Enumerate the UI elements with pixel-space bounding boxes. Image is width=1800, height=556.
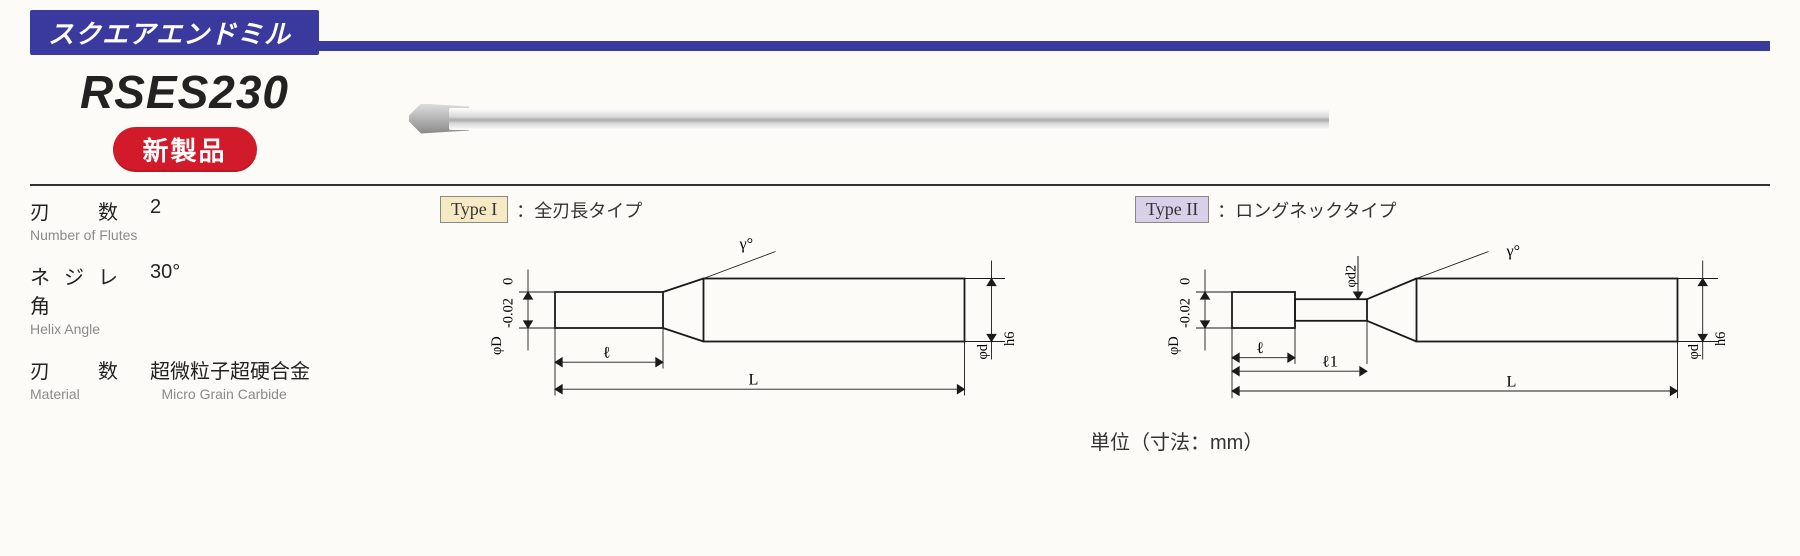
category-title: スクエアエンドミル (30, 10, 319, 55)
type1-label: ：全刃長タイプ (516, 197, 642, 223)
type2-label: ：ロングネックタイプ (1217, 197, 1396, 223)
model-code: RSES230 (80, 65, 289, 119)
svg-text:φD: φD (1166, 336, 1182, 355)
svg-text:ℓ: ℓ (1256, 339, 1264, 357)
svg-text:γ°: γ° (1506, 242, 1521, 260)
svg-text:0: 0 (501, 278, 517, 285)
svg-text:ℓ1: ℓ1 (1322, 353, 1338, 371)
svg-text:h6: h6 (1002, 332, 1018, 346)
spec-flutes-value: 2 (150, 196, 161, 225)
svg-text:ℓ: ℓ (603, 344, 611, 362)
spec-flutes-label-en: Number of Flutes (30, 227, 410, 243)
svg-text:-0.02: -0.02 (1178, 298, 1194, 328)
schematic-type2: γ° φD -0.02 0 φd2 (1135, 229, 1770, 409)
endmill-photo (369, 94, 1329, 144)
svg-text:-0.02: -0.02 (501, 298, 517, 328)
spec-helix-label: ネジレ角 (30, 261, 150, 319)
svg-text:h6: h6 (1713, 332, 1729, 346)
type1-chip: Type I (440, 196, 508, 223)
schematic-type1: γ° φD -0.02 0 φd h (440, 229, 1075, 409)
new-product-badge: 新製品 (113, 127, 257, 172)
svg-text:γ°: γ° (739, 235, 754, 253)
svg-text:L: L (749, 371, 759, 389)
title-band-tail (319, 41, 1770, 51)
svg-text:φd: φd (1686, 343, 1702, 359)
unit-note: 単位（寸法：mm） (30, 426, 1770, 455)
spec-material-label-en: Material Micro Grain Carbide (30, 386, 410, 402)
svg-text:φD: φD (489, 336, 505, 355)
spec-material-label: 刃 数 (30, 355, 150, 384)
type2-chip: Type II (1135, 196, 1209, 223)
svg-text:L: L (1507, 373, 1517, 391)
svg-text:0: 0 (1178, 278, 1194, 285)
spec-helix-value: 30° (150, 261, 180, 319)
spec-table: 刃 数 2 Number of Flutes ネジレ角 30° Helix An… (30, 196, 410, 420)
spec-material-value: 超微粒子超硬合金 (150, 355, 310, 384)
separator-line (30, 184, 1770, 186)
spec-flutes-label: 刃 数 (30, 196, 150, 225)
svg-text:φd2: φd2 (1343, 265, 1359, 288)
spec-helix-label-en: Helix Angle (30, 321, 410, 337)
svg-text:φd: φd (975, 343, 991, 359)
diagram-type2: Type II ：ロングネックタイプ γ° (1135, 196, 1770, 420)
diagram-type1: Type I ：全刃長タイプ γ° (440, 196, 1075, 420)
